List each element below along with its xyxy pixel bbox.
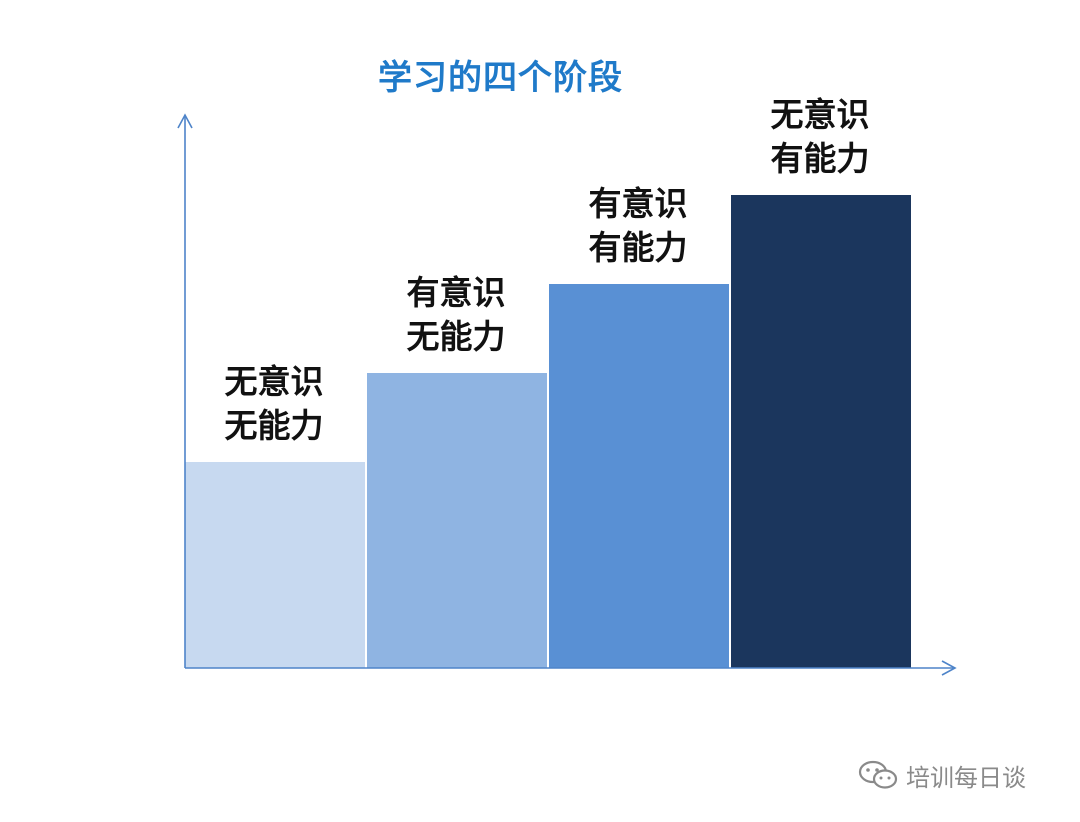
stage-label-1-line-2: 无能力 — [225, 406, 324, 445]
stage-label-4-line-2: 有能力 — [771, 139, 870, 178]
stage-label-3-line-1: 有意识 — [589, 184, 688, 223]
stage-bar-2 — [367, 373, 547, 668]
wechat-icon — [858, 760, 900, 790]
stage-bar-4 — [731, 195, 911, 668]
page-title: 学习的四个阶段 — [378, 58, 623, 98]
watermark-text: 培训每日谈 — [906, 763, 1026, 792]
y-axis-arrow — [177, 113, 193, 129]
stage-label-3-line-2: 有能力 — [589, 228, 688, 267]
x-axis-arrow — [941, 660, 957, 676]
stage-label-1-line-1: 无意识 — [225, 362, 324, 401]
watermark: 培训每日谈 — [858, 758, 1026, 792]
stage-label-4-line-1: 无意识 — [771, 95, 870, 134]
stage-bar-1 — [185, 462, 365, 668]
stage-bar-3 — [549, 284, 729, 668]
stage-label-2-line-2: 无能力 — [407, 317, 506, 356]
stage-label-2-line-1: 有意识 — [407, 273, 506, 312]
